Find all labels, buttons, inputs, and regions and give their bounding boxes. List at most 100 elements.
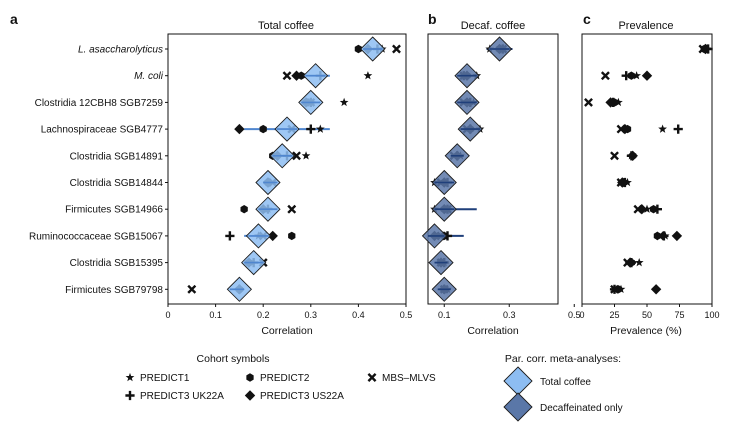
- category-label: L. asaccharolyticus: [78, 45, 163, 56]
- cohort-marker-predict1: [301, 151, 311, 160]
- cohort-marker-us22a: [619, 123, 631, 135]
- x-tick-label: 25: [609, 310, 619, 320]
- legend-meta-diamond: [503, 366, 533, 396]
- legend-meta-label: Decaffeinated only: [540, 403, 623, 414]
- category-label: Clostridia SGB15395: [70, 258, 164, 269]
- cohort-marker-uk22a: [609, 284, 620, 294]
- row-b-3: [457, 116, 485, 142]
- cohort-marker-uk22a: [225, 231, 235, 241]
- row-b-0: [485, 36, 513, 62]
- cohort-marker-uk22a: [306, 124, 316, 134]
- category-label: Ruminococcaceae SGB15067: [29, 231, 163, 242]
- category-label: Firmicutes SGB79798: [65, 285, 163, 296]
- cohort-marker-us22a: [650, 284, 662, 295]
- row-c-2: [584, 97, 623, 108]
- cohort-marker-us22a: [291, 70, 302, 81]
- cohort-marker-us22a: [627, 150, 638, 161]
- legend-symbol-mbs: [367, 373, 377, 382]
- row-c-6: [633, 204, 662, 215]
- panel-a-xlabel: Correlation: [261, 325, 313, 337]
- legend-meta-title: Par. corr. meta-analyses:: [505, 353, 621, 365]
- row-a-1: [282, 63, 373, 89]
- cohort-marker-us22a: [624, 257, 636, 268]
- legend-label-us22a: PREDICT3 US22A: [260, 391, 344, 402]
- row-a-3: [234, 116, 330, 142]
- cohort-marker-uk22a: [621, 71, 631, 81]
- row-a-2: [298, 89, 349, 116]
- legend-label-predict1: PREDICT1: [140, 373, 190, 384]
- cohort-marker-mbs: [187, 284, 197, 294]
- row-b-7: [421, 223, 464, 249]
- row-a-5: [255, 169, 281, 196]
- x-tick-label: 0.2: [257, 310, 270, 320]
- legend-symbol-us22a: [244, 390, 256, 401]
- cohort-marker-us22a: [641, 70, 653, 81]
- cohort-marker-us22a: [700, 43, 711, 55]
- row-a-4: [269, 143, 311, 169]
- row-a-8: [241, 249, 268, 276]
- row-b-2: [454, 89, 480, 116]
- cohort-marker-predict1: [642, 204, 652, 213]
- legend-meta: Total coffee Decaffeinated only: [503, 366, 623, 422]
- cohort-marker-predict2: [288, 231, 296, 241]
- row-c-1: [600, 70, 653, 81]
- row-a-9: [187, 276, 253, 302]
- x-tick-label: 0: [165, 310, 170, 320]
- cohort-marker-us22a: [267, 230, 278, 242]
- cohort-marker-predict1: [634, 258, 644, 267]
- legend-meta-label: Total coffee: [540, 377, 591, 388]
- cohort-marker-uk22a: [652, 204, 662, 214]
- cohort-marker-predict2: [627, 71, 636, 80]
- panel-a-letter: a: [10, 11, 18, 27]
- row-b-5: [430, 169, 457, 196]
- cohort-marker-us22a: [636, 204, 647, 215]
- legend-symbol-uk22a: [125, 390, 135, 401]
- cohort-marker-predict1: [658, 124, 667, 133]
- legend-meta-diamond: [503, 392, 533, 422]
- panel-c-title: Prevalence: [618, 20, 673, 32]
- panel-c-xlabel: Prevalence (%): [610, 325, 682, 337]
- cohort-marker-mbs: [584, 97, 593, 107]
- x-tick-label: 0.3: [305, 310, 318, 320]
- x-tick-label: 0.4: [352, 310, 365, 320]
- legend-label-uk22a: PREDICT3 UK22A: [140, 391, 224, 402]
- cohort-marker-mbs: [282, 71, 292, 81]
- cohort-marker-predict2: [259, 124, 267, 134]
- cohort-marker-mbs: [292, 151, 301, 161]
- row-a-0: [354, 36, 401, 62]
- row-c-3: [616, 123, 683, 135]
- legend-label-mbs: MBS–MLVS: [382, 373, 436, 384]
- row-c-7: [653, 230, 683, 242]
- cohort-marker-predict1: [363, 71, 373, 80]
- panel-b-plot: 0.1 0.3 0.5: [421, 36, 581, 320]
- row-c-9: [609, 284, 662, 295]
- panel-a-frame: [167, 33, 407, 305]
- cohort-marker-mbs: [287, 204, 297, 214]
- panel-b-letter: b: [428, 11, 437, 27]
- row-c-4: [610, 150, 638, 161]
- category-label: Clostridia 12CBH8 SGB7259: [35, 98, 164, 109]
- cohort-marker-us22a: [234, 123, 245, 135]
- cohort-marker-predict1: [315, 124, 325, 133]
- panel-b-frame: [427, 33, 559, 305]
- row-b-8: [428, 249, 454, 276]
- category-label: Firmicutes SGB14966: [65, 205, 163, 216]
- x-tick-label: 50: [642, 310, 652, 320]
- cohort-marker-mbs: [610, 151, 619, 161]
- x-tick-label: 0.5: [568, 310, 581, 320]
- row-b-6: [430, 196, 477, 222]
- x-tick-label: 0.1: [209, 310, 222, 320]
- cohort-marker-mbs: [600, 71, 610, 81]
- panel-c-letter: c: [583, 11, 591, 27]
- row-b-1: [454, 63, 482, 89]
- cohort-marker-uk22a: [659, 231, 669, 241]
- x-tick-label: 0.1: [438, 310, 451, 320]
- cohort-marker-mbs: [392, 44, 401, 54]
- legend-symbol-predict1: [125, 372, 135, 382]
- category-label: Clostridia SGB14891: [70, 151, 164, 162]
- x-tick-label: 100: [704, 310, 719, 320]
- legend-label-predict2: PREDICT2: [260, 373, 310, 384]
- cohort-marker-predict1: [614, 97, 623, 107]
- cohort-marker-us22a: [617, 177, 628, 188]
